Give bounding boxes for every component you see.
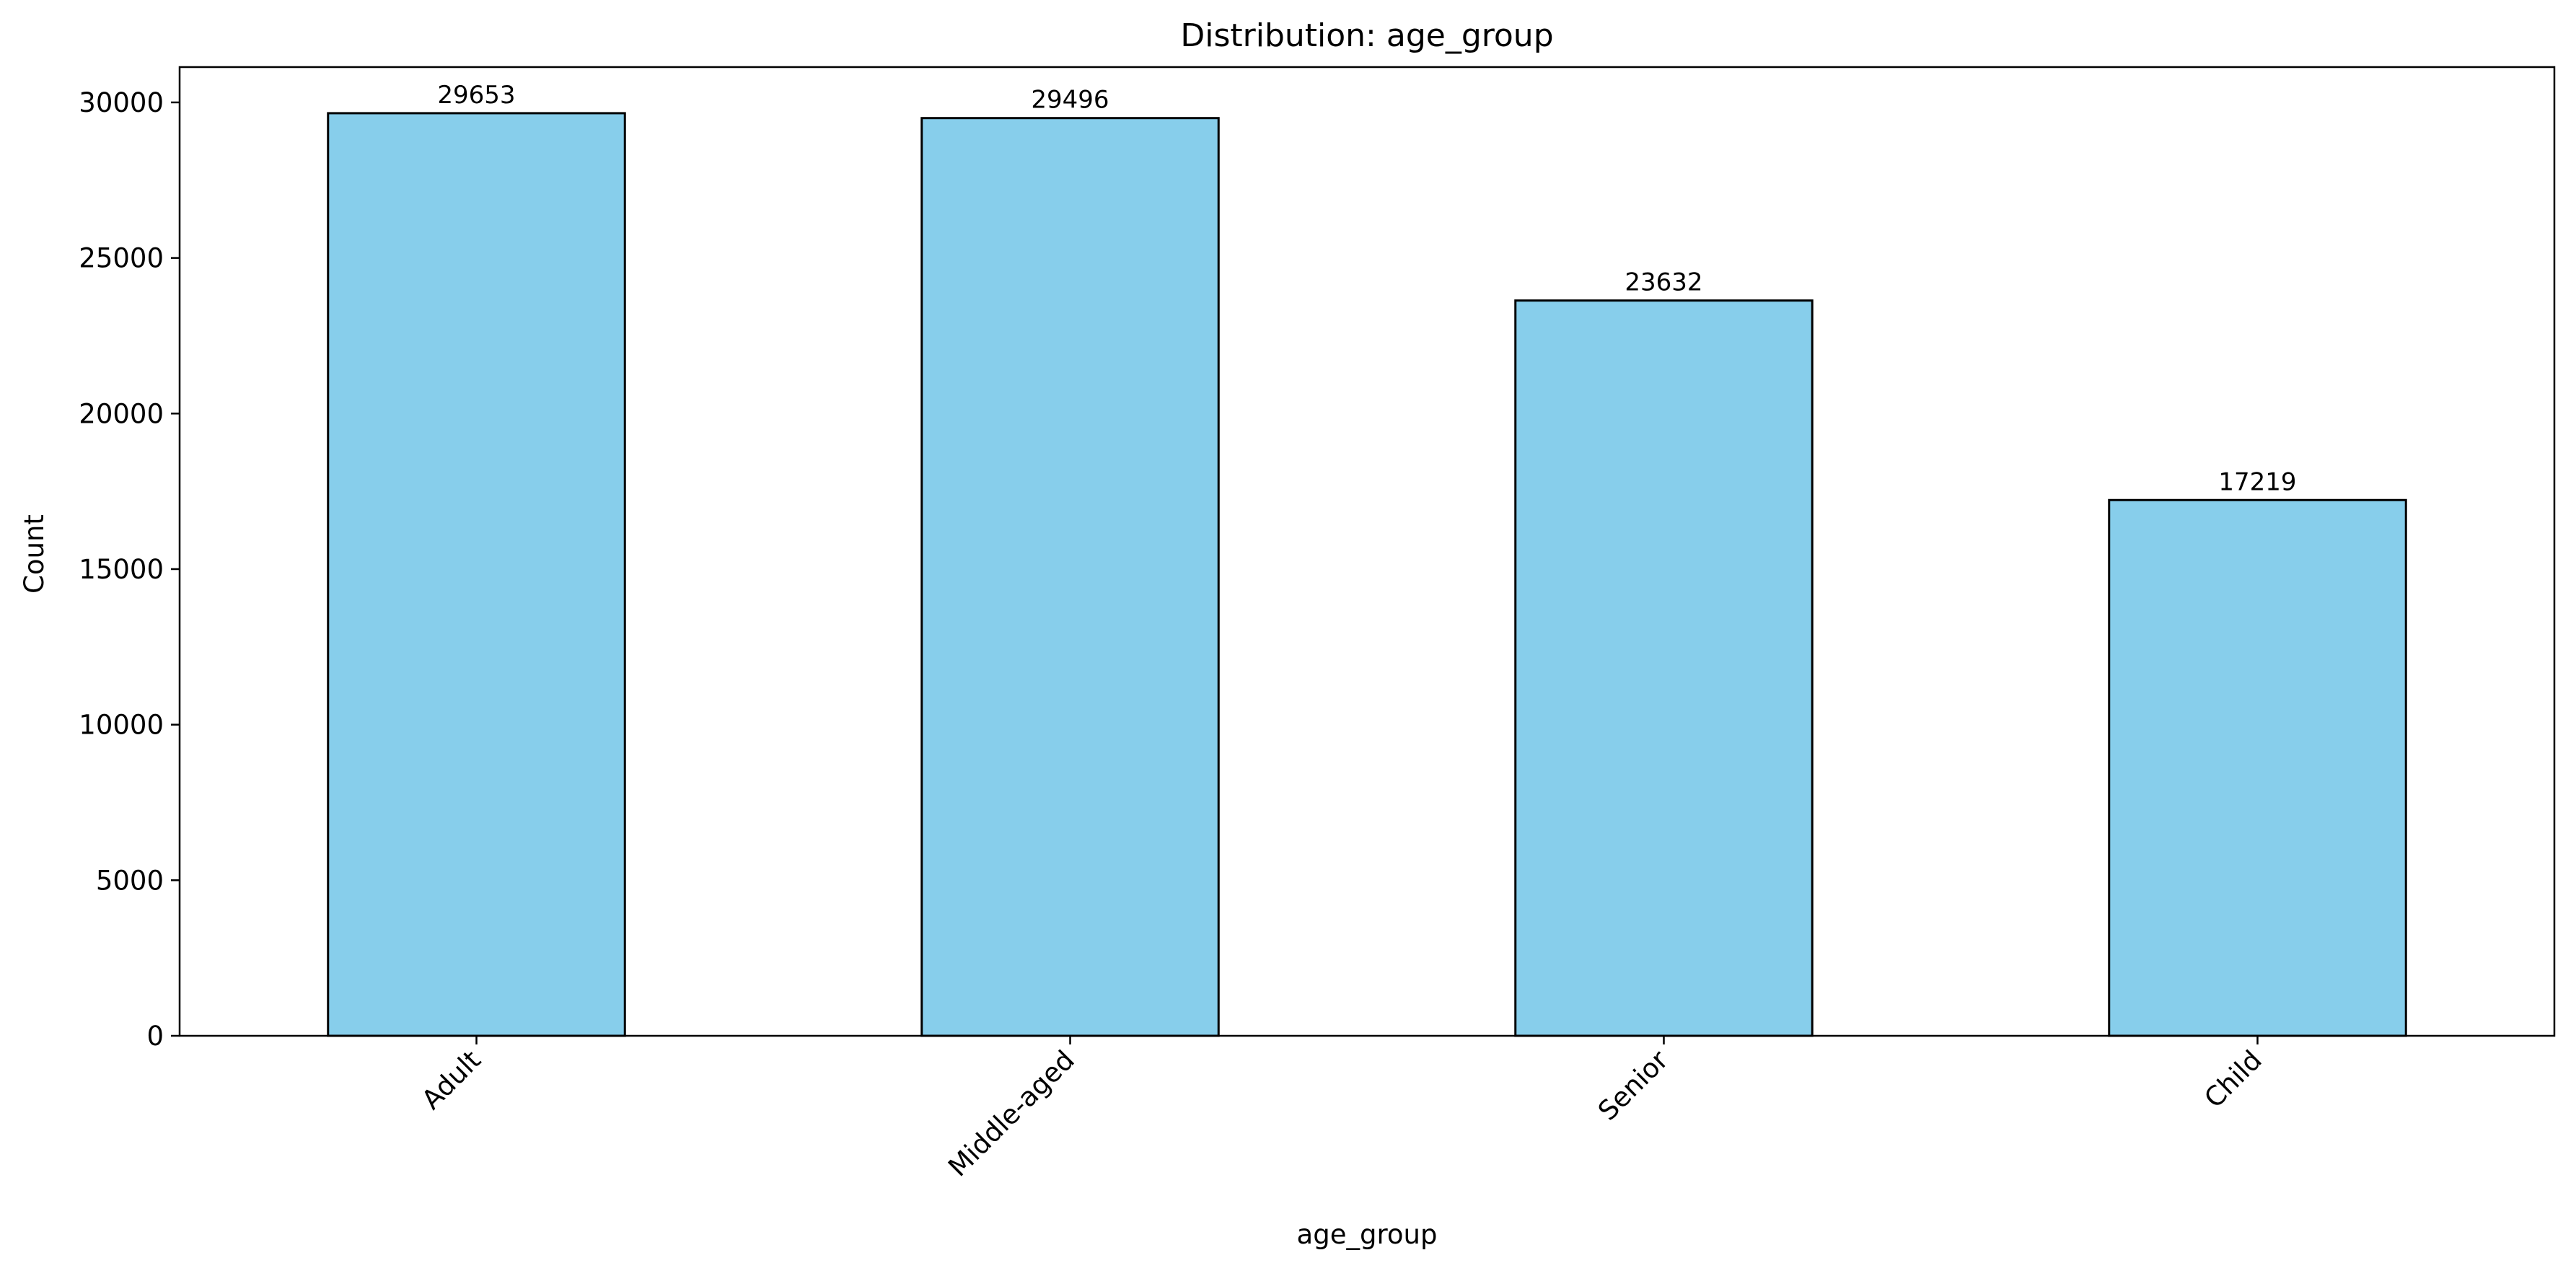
bar-value-label: 29496 (1031, 86, 1109, 115)
bar-value-label: 23632 (1625, 268, 1702, 297)
ticks-layer (171, 101, 2259, 1044)
y-axis-label: Count (19, 514, 50, 594)
y-tick-label: 0 (146, 1021, 164, 1052)
plot-frame (178, 66, 2556, 1037)
y-tick-label: 30000 (79, 87, 164, 118)
bar-senior (1514, 299, 1814, 1037)
y-tick-label: 25000 (79, 243, 164, 274)
bar-adult (327, 112, 626, 1037)
y-tick-label: 5000 (96, 865, 164, 896)
bar-middle-aged (920, 117, 1220, 1037)
y-tick-label: 15000 (79, 554, 164, 585)
bar-value-label: 17219 (2218, 467, 2296, 496)
bars-layer (327, 112, 2407, 1037)
bar-value-label: 29653 (437, 81, 515, 110)
bar-child (2108, 498, 2407, 1037)
x-axis-label: age_group (1297, 1219, 1438, 1250)
y-tick-label: 20000 (79, 398, 164, 429)
y-tick-label: 10000 (79, 710, 164, 741)
chart-title: Distribution: age_group (1180, 17, 1553, 54)
